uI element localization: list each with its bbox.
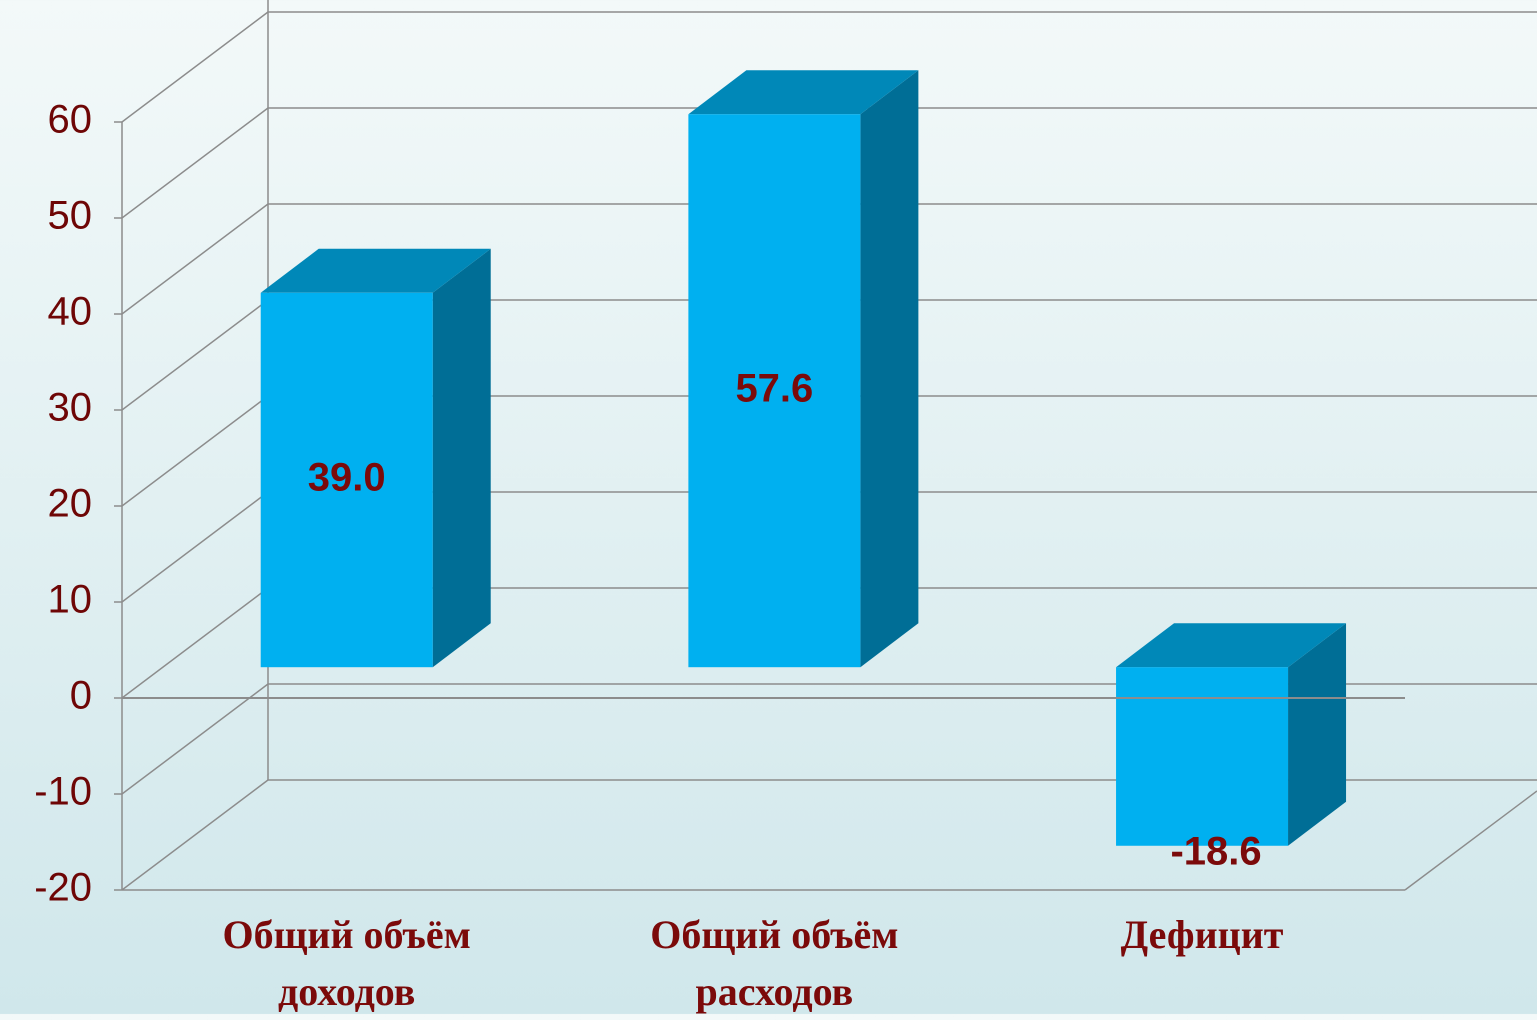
bar-top xyxy=(688,70,919,115)
bar-side xyxy=(1288,623,1347,846)
y-tick-label: 30 xyxy=(48,386,93,430)
grid-diagonal xyxy=(121,203,269,315)
bar-side xyxy=(860,70,919,668)
grid-diagonal xyxy=(121,107,269,219)
value-label: 57.6 xyxy=(735,366,813,410)
bar-top xyxy=(260,248,491,293)
y-tick-label: 20 xyxy=(48,482,93,526)
grid-diagonal xyxy=(121,587,269,699)
grid-diagonal xyxy=(121,491,269,603)
y-tick-label: 10 xyxy=(48,578,93,622)
grid-diagonal xyxy=(121,11,269,123)
x-tick-label: Общий объём доходов xyxy=(222,912,471,1014)
bar-top xyxy=(1116,623,1347,668)
bar xyxy=(688,114,861,668)
bar xyxy=(260,292,433,668)
value-label: -18.6 xyxy=(1170,829,1261,873)
x-tick-label: Дефицит xyxy=(1120,912,1284,957)
y-tick-label: 60 xyxy=(48,98,93,142)
y-tick-label: 50 xyxy=(48,194,93,238)
bar-side xyxy=(432,248,491,668)
bar xyxy=(1116,667,1289,846)
y-tick-label: -20 xyxy=(34,866,92,910)
floor-right xyxy=(1404,790,1537,891)
grid-diagonal xyxy=(121,683,269,795)
x-tick-label: Общий объём расходов xyxy=(650,912,899,1014)
grid-diagonal xyxy=(121,779,269,891)
value-label: 39.0 xyxy=(308,456,386,500)
grid-diagonal xyxy=(121,395,269,507)
y-tick-label: 0 xyxy=(70,674,92,718)
y-tick-label: 40 xyxy=(48,290,93,334)
y-tick-label: -10 xyxy=(34,770,92,814)
grid-diagonal xyxy=(121,299,269,411)
